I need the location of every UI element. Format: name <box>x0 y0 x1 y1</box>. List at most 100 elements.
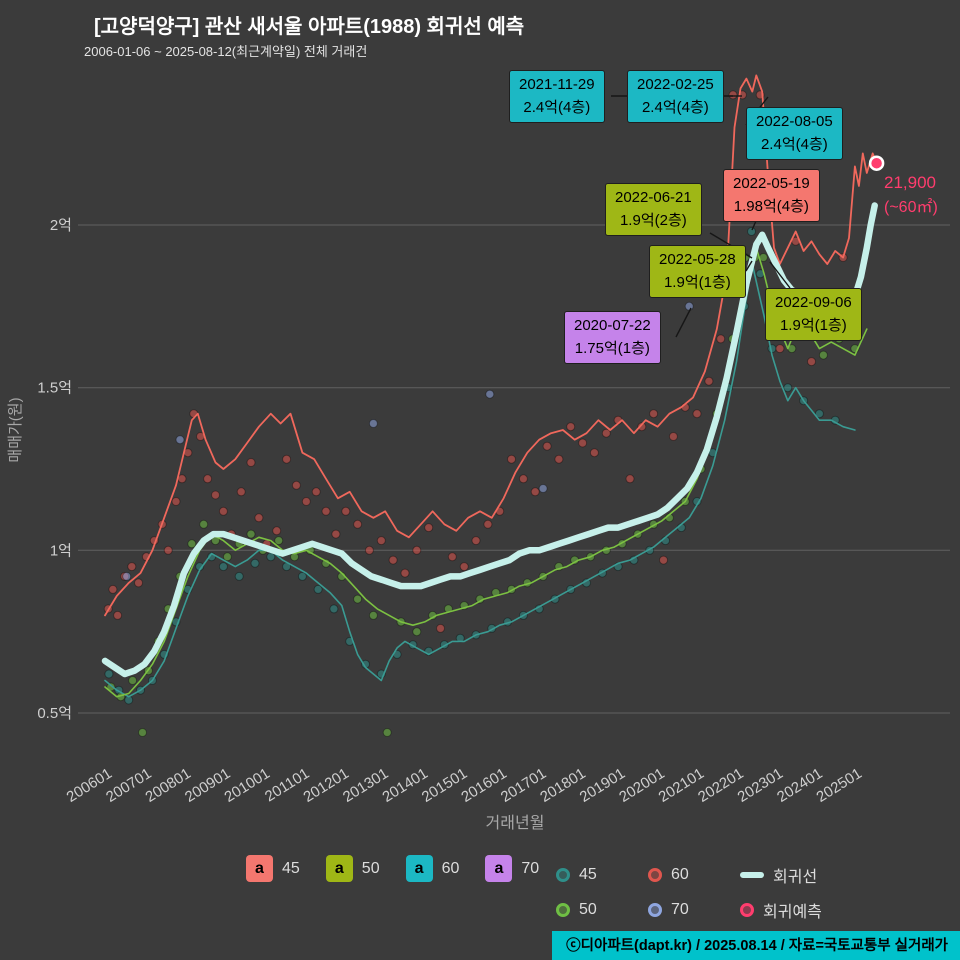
scatter-point <box>311 487 321 497</box>
scatter-point <box>234 571 244 581</box>
area-legend-item-50[interactable]: a 50 <box>325 855 380 882</box>
scatter-point <box>400 568 410 578</box>
area-legend-item-70[interactable]: a 70 <box>485 855 539 882</box>
prediction-area-label: (~60㎡) <box>884 198 938 216</box>
scatter-point <box>471 536 481 546</box>
scatter-point <box>601 428 611 438</box>
scatter-point <box>250 558 260 568</box>
scatter-point <box>518 474 528 484</box>
scatter-point <box>171 497 181 506</box>
annotation-leader <box>709 232 753 259</box>
scatter-point <box>274 536 284 546</box>
scatter-point <box>353 594 363 604</box>
scatter-point <box>282 454 292 464</box>
scatter-point <box>368 610 378 620</box>
series-legend-item-70[interactable]: 70 <box>648 901 724 919</box>
area-badge-label: 45 <box>282 859 300 877</box>
scatter-series-60 <box>103 90 848 633</box>
price-scatter-chart: 0.5억 1억 1.5억 2억 2006012007012008012009012010… <box>7 74 950 832</box>
scatter-point <box>321 506 331 516</box>
scatter-point <box>447 552 457 562</box>
scatter-point <box>412 627 422 637</box>
scatter-point <box>485 389 495 399</box>
annotation-leader <box>745 260 753 272</box>
scatter-point <box>222 552 232 562</box>
scatter-point <box>246 458 256 467</box>
x-tick-label: 202501 <box>814 765 865 806</box>
annotation-leaders <box>611 95 791 338</box>
scatter-point <box>542 441 552 451</box>
page-title: [고양덕양구] 관산 새서울 아파트(1988) 회귀선 예측 <box>94 16 525 38</box>
series-marker-icon <box>740 903 754 917</box>
y-tick-label: 2억 <box>50 217 72 234</box>
scatter-point <box>138 728 147 737</box>
scatter-point <box>589 448 599 458</box>
scatter-point <box>108 584 118 594</box>
scatter-point <box>728 90 738 100</box>
scatter-point <box>301 497 311 506</box>
series-legend-item-60[interactable]: 60 <box>648 866 724 884</box>
scatter-series-45 <box>104 227 840 705</box>
x-axis-labels: 2006012007012008012009012010012011012012… <box>64 765 865 806</box>
footer-credit: ⓒ디아파트(dapt.kr) / 2025.08.14 / 자료=국토교통부 실… <box>552 931 960 960</box>
scatter-series-70 <box>122 301 694 581</box>
prediction-value-label: 21,900 <box>884 173 936 192</box>
scatter-point <box>459 562 469 572</box>
area-legend-item-45[interactable]: a 45 <box>246 855 300 882</box>
y-tick-label: 1억 <box>50 542 72 559</box>
scatter-point <box>807 357 816 367</box>
area-badge-label: 60 <box>441 859 460 877</box>
scatter-point <box>341 506 351 516</box>
series-marker-icon <box>556 868 570 882</box>
series-legend-item-회귀선[interactable]: 회귀선 <box>740 863 822 887</box>
series-legend-item-회귀예측[interactable]: 회귀예측 <box>740 898 822 922</box>
area-badge-icon: a <box>246 855 273 882</box>
scatter-point <box>236 487 246 497</box>
series-marker-icon <box>556 903 570 917</box>
series-marker-label: 50 <box>579 901 597 918</box>
trend-line-회귀선 <box>101 202 878 678</box>
trend-line-45 <box>104 263 856 698</box>
series-legend-item-45[interactable]: 45 <box>556 866 632 884</box>
series-marker-icon <box>740 872 764 878</box>
series-marker-icon <box>648 868 662 882</box>
scatter-point <box>329 604 339 614</box>
scatter-point <box>203 474 213 484</box>
scatter-point <box>127 562 137 572</box>
series-marker-label: 70 <box>671 901 689 918</box>
scatter-point <box>818 350 828 360</box>
scatter-point <box>218 562 228 572</box>
scatter-point <box>353 519 363 529</box>
series-marker-label: 45 <box>579 866 597 883</box>
scatter-point <box>272 526 282 536</box>
scatter-point <box>578 438 588 448</box>
series-marker-label: 회귀선 <box>773 869 818 886</box>
area-legend-item-60[interactable]: a 60 <box>405 855 460 882</box>
scatter-point <box>199 519 209 529</box>
trend-line-60 <box>104 74 878 617</box>
scatter-point <box>783 383 793 393</box>
page-subtitle: 2006-01-06 ~ 2025-08-12(최근계약일) 전체 거래건 <box>84 44 368 59</box>
scatter-point <box>177 474 187 484</box>
scatter-point <box>649 409 659 419</box>
x-tick-label: 201001 <box>222 765 273 806</box>
scatter-point <box>530 487 540 497</box>
scatter-point <box>625 474 635 484</box>
scatter-series-50 <box>106 253 860 737</box>
series-legend-item-50[interactable]: 50 <box>556 901 632 919</box>
area-color-legend: a 45 a 50 a 60 a 70 <box>246 855 539 882</box>
scatter-point <box>187 539 197 549</box>
scatter-point <box>507 454 516 464</box>
scatter-point <box>254 513 264 523</box>
scatter-point <box>704 376 714 386</box>
scatter-point <box>412 545 422 555</box>
scatter-point <box>775 344 785 354</box>
scatter-point <box>834 334 844 344</box>
scatter-point <box>554 454 564 464</box>
series-marker-icon <box>648 903 662 917</box>
area-badge-icon: a <box>485 855 513 882</box>
scatter-point <box>483 519 493 529</box>
scatter-point <box>246 529 256 539</box>
scatter-point <box>313 584 323 594</box>
